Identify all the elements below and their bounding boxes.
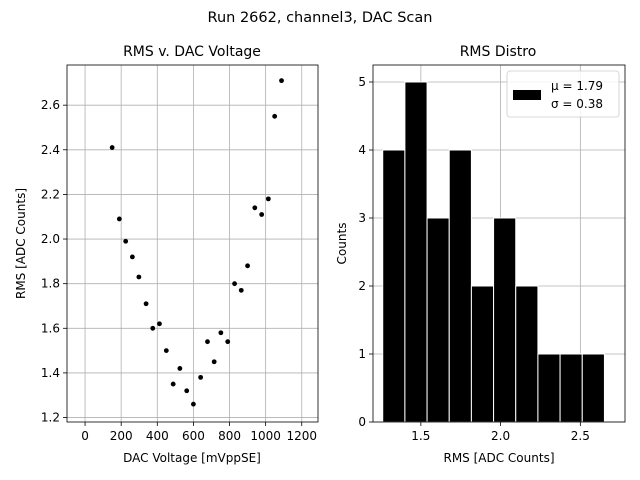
scatter-point — [205, 339, 210, 345]
scatter-ytick-label: 2.6 — [41, 98, 60, 112]
scatter-point — [279, 78, 284, 84]
scatter-frame — [66, 64, 319, 423]
scatter-xtick-label: 1000 — [250, 429, 281, 443]
scatter-ylabel: RMS [ADC Counts] — [14, 188, 28, 299]
histogram-bar — [581, 353, 605, 423]
histogram-bar — [382, 149, 406, 423]
histogram-bar — [470, 285, 495, 423]
scatter-point — [238, 287, 244, 293]
scatter-points — [109, 78, 284, 407]
histogram-ytick-label: 5 — [358, 75, 366, 89]
scatter-point — [272, 113, 278, 119]
histogram-frame — [372, 64, 626, 423]
scatter-ytick-label: 1.2 — [41, 411, 60, 425]
scatter-xtick-label: 0 — [81, 429, 89, 443]
scatter-point — [136, 274, 142, 280]
scatter-point — [211, 359, 217, 365]
histogram-ylabel: Counts — [335, 223, 349, 265]
scatter-point — [191, 401, 196, 407]
scatter-axes: RMS v. DAC Voltage 0 200 400 600 800 1000 1200… — [14, 44, 319, 465]
scatter-ticks: 0 200 400 600 800 1000 1200 1.2 1.4 1.6 1.8 2.0 2.2 2… — [41, 98, 317, 443]
scatter-point — [184, 388, 190, 394]
scatter-point — [259, 212, 265, 217]
scatter-ytick-label: 2.4 — [41, 143, 60, 157]
scatter-point — [252, 205, 258, 211]
histogram-xtick-label: 2.5 — [571, 429, 590, 443]
scatter-xtick-label: 200 — [110, 429, 133, 443]
histogram-bar — [426, 217, 450, 423]
histogram-ytick-label: 4 — [358, 143, 366, 157]
histogram-ytick-label: 2 — [358, 279, 366, 293]
scatter-point — [170, 381, 176, 387]
histogram-bar — [493, 217, 517, 423]
legend-box — [506, 70, 620, 118]
histogram-bar — [537, 353, 561, 423]
histogram-bar — [448, 149, 472, 423]
scatter-point — [157, 321, 162, 327]
scatter-point — [150, 325, 156, 331]
scatter-ytick-label: 1.4 — [41, 366, 60, 380]
scatter-point — [232, 281, 237, 287]
scatter-ytick-label: 1.6 — [41, 321, 60, 335]
histogram-ytick-label: 1 — [358, 347, 366, 361]
histogram-ytick-label: 3 — [358, 211, 366, 225]
scatter-ytick-label: 1.8 — [41, 277, 60, 291]
scatter-point — [129, 254, 135, 260]
histogram-ticks: 1.5 2.0 2.5 0 1 2 3 4 5 — [358, 75, 590, 443]
scatter-point — [163, 348, 169, 353]
histogram-xtick-label: 1.5 — [411, 429, 430, 443]
scatter-xlabel: DAC Voltage [mVppSE] — [123, 451, 261, 465]
legend-swatch — [513, 90, 541, 100]
histogram-bar — [515, 285, 539, 423]
scatter-xtick-label: 1200 — [286, 429, 317, 443]
legend-sigma: σ = 0.38 — [551, 97, 603, 111]
scatter-xtick-label: 800 — [218, 429, 241, 443]
scatter-point — [123, 238, 129, 244]
legend-mean: μ = 1.79 — [551, 79, 603, 93]
scatter-xtick-label: 400 — [146, 429, 169, 443]
scatter-point — [177, 366, 183, 371]
histogram-axes: RMS Distro 1.5 2.0 2.5 0 1 2 3 4 5 RMS [ADC Coun… — [335, 44, 626, 465]
histogram-bar — [404, 81, 428, 423]
histogram-xlabel: RMS [ADC Counts] — [443, 451, 554, 465]
figure-suptitle: Run 2662, channel3, DAC Scan — [208, 10, 433, 26]
scatter-ytick-label: 2.2 — [41, 187, 60, 201]
histogram-legend: μ = 1.79 σ = 0.38 — [506, 70, 620, 118]
scatter-point — [198, 374, 204, 380]
histogram-xtick-label: 2.0 — [491, 429, 510, 443]
scatter-title: RMS v. DAC Voltage — [123, 44, 261, 60]
scatter-grid — [67, 65, 318, 422]
scatter-point — [116, 216, 122, 222]
histogram-bar — [559, 353, 583, 423]
histogram-title: RMS Distro — [460, 44, 537, 60]
scatter-point — [225, 339, 231, 345]
scatter-point — [265, 196, 271, 202]
scatter-point — [218, 330, 224, 336]
histogram-ytick-label: 0 — [358, 415, 366, 429]
scatter-point — [245, 263, 250, 269]
scatter-point — [143, 301, 149, 307]
scatter-point — [109, 145, 115, 150]
scatter-xtick-label: 600 — [182, 429, 205, 443]
scatter-ytick-label: 2.0 — [41, 232, 60, 246]
